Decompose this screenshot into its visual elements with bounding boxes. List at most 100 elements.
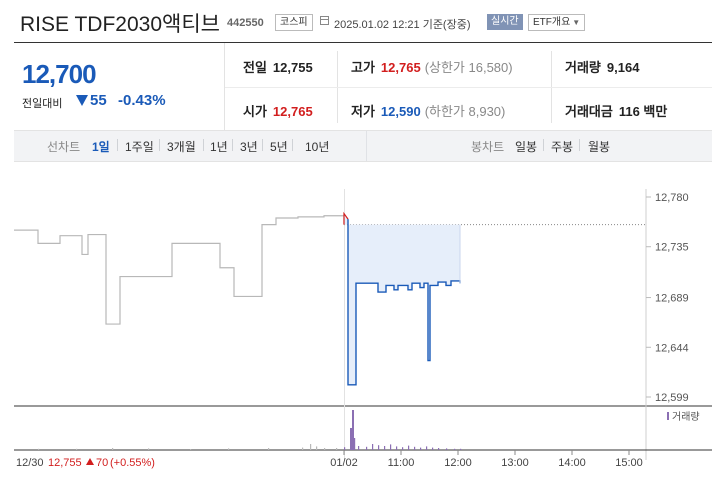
price-change-percent: -0.43% bbox=[118, 92, 166, 109]
amount-label: 거래대금 bbox=[565, 104, 613, 119]
separator bbox=[543, 139, 544, 151]
y-tick-label: 12,735 bbox=[655, 242, 689, 254]
separator bbox=[232, 139, 233, 151]
prev-close-value: 12,755 bbox=[272, 60, 313, 75]
current-price-panel: 12,700 전일대비 55 -0.43% bbox=[14, 43, 225, 131]
volume-bar bbox=[446, 448, 448, 450]
volume-bar bbox=[344, 447, 346, 450]
quote-summary-grid: 전일 12,755 시가 12,765 고가 12,765 (상한가 16,580) 저… bbox=[225, 43, 712, 131]
volume-bar bbox=[390, 444, 392, 450]
change-label: 전일대비 bbox=[22, 98, 63, 110]
volume-bar bbox=[414, 446, 416, 450]
y-axis: 12,780 12,735 12,689 12,644 12,599 bbox=[645, 189, 689, 460]
price-plot-area bbox=[14, 189, 712, 460]
today-up-segment bbox=[343, 211, 349, 225]
volume-bar bbox=[396, 446, 398, 450]
realtime-button[interactable]: 실시간 bbox=[487, 14, 523, 30]
row-divider bbox=[225, 87, 712, 88]
candle-daily[interactable]: 일봉 bbox=[515, 140, 538, 154]
previous-days-series bbox=[14, 215, 345, 325]
toolbar-divider bbox=[366, 131, 367, 161]
period-5y[interactable]: 5년 bbox=[270, 140, 288, 154]
stock-header: RISE TDF2030액티브 442550 코스피 2025.01.02 12… bbox=[0, 0, 712, 42]
volume-bar bbox=[408, 445, 410, 450]
candle-monthly[interactable]: 월봉 bbox=[588, 140, 611, 154]
intraday-price-chart[interactable]: 12,780 12,735 12,689 12,644 12,599 거래량 01/02… bbox=[0, 160, 712, 484]
separator bbox=[579, 139, 580, 151]
prev-close-cell: 전일 12,755 bbox=[243, 57, 313, 76]
price-change-value: 55 bbox=[90, 92, 107, 109]
x-tick-label: 13:00 bbox=[501, 457, 529, 469]
volume-bar bbox=[460, 448, 462, 450]
low-value: 12,590 bbox=[380, 104, 421, 119]
volume-bar bbox=[454, 448, 456, 450]
prev-day-price: 12,755 bbox=[48, 457, 82, 469]
volume-bar bbox=[310, 444, 312, 450]
up-triangle-icon bbox=[86, 458, 94, 465]
open-label: 시가 bbox=[243, 104, 267, 119]
y-tick-label: 12,599 bbox=[655, 392, 689, 404]
stock-code: 442550 bbox=[227, 17, 264, 29]
separator bbox=[159, 139, 160, 151]
market-badge: 코스피 bbox=[275, 14, 313, 31]
x-tick-label: 11:00 bbox=[388, 457, 415, 469]
period-3y[interactable]: 3년 bbox=[240, 140, 258, 154]
period-1d[interactable]: 1일 bbox=[92, 140, 110, 154]
volume-bar bbox=[324, 448, 326, 450]
volume-bar bbox=[148, 448, 150, 450]
line-chart-label: 선차트 bbox=[47, 140, 81, 154]
upper-limit: (상한가 16,580) bbox=[424, 60, 513, 75]
volume-bar bbox=[354, 438, 356, 450]
volume-bar bbox=[378, 445, 380, 450]
volume-bar bbox=[112, 448, 114, 450]
volume-bar bbox=[384, 446, 386, 450]
high-cell: 고가 12,765 (상한가 16,580) bbox=[351, 57, 513, 76]
volume-bar bbox=[190, 449, 192, 450]
today-fill-area bbox=[344, 213, 460, 385]
separator bbox=[262, 139, 263, 151]
volume-cell: 거래량 9,164 bbox=[565, 57, 639, 76]
current-price: 12,700 bbox=[22, 59, 97, 89]
x-tick-label: 12:00 bbox=[444, 457, 472, 469]
volume-bar bbox=[350, 428, 352, 450]
open-value: 12,765 bbox=[272, 104, 313, 119]
x-tick-label: 14:00 bbox=[558, 457, 586, 469]
stock-title: RISE TDF2030액티브 bbox=[20, 13, 220, 36]
candle-chart-label: 봉차트 bbox=[471, 140, 505, 154]
separator bbox=[203, 139, 204, 151]
y-tick-label: 12,780 bbox=[655, 192, 689, 204]
separator bbox=[117, 139, 118, 151]
volume-bar bbox=[352, 410, 354, 450]
volume-plot-area: 거래량 bbox=[14, 410, 712, 451]
volume-bar bbox=[426, 446, 428, 450]
volume-bar bbox=[372, 444, 374, 450]
period-1w[interactable]: 1주일 bbox=[125, 140, 154, 154]
volume-bar bbox=[402, 447, 404, 450]
x-tick-label: 01/02 bbox=[330, 457, 358, 469]
y-tick-label: 12,644 bbox=[655, 342, 689, 354]
x-tick-label: 15:00 bbox=[615, 457, 643, 469]
prev-day-date: 12/30 bbox=[16, 457, 44, 469]
today-series bbox=[347, 219, 461, 386]
volume-bar bbox=[228, 448, 230, 450]
chart-toolbar: 선차트 1일 1주일 3개월 1년 3년 5년 10년 봉차트 일봉 주봉 월봉 bbox=[14, 130, 712, 162]
amount-value: 116 백만 bbox=[618, 104, 668, 119]
volume-bar bbox=[76, 448, 78, 450]
down-triangle-icon bbox=[76, 95, 88, 106]
etf-overview-dropdown[interactable]: ETF개요 ▼ bbox=[528, 14, 586, 31]
volume-bar bbox=[336, 448, 338, 450]
etf-overview-label: ETF개요 bbox=[533, 17, 571, 28]
volume-bar bbox=[38, 448, 40, 450]
candle-weekly[interactable]: 주봉 bbox=[551, 140, 574, 154]
period-3m[interactable]: 3개월 bbox=[167, 140, 196, 154]
y-tick-label: 12,689 bbox=[655, 293, 689, 305]
volume-bar bbox=[366, 446, 368, 450]
volume-bar bbox=[268, 448, 270, 450]
x-axis: 01/02 11:00 12:00 13:00 14:00 15:00 12/30 12,75… bbox=[16, 450, 643, 469]
period-1y[interactable]: 1년 bbox=[210, 140, 228, 154]
high-value: 12,765 bbox=[380, 60, 421, 75]
period-10y[interactable]: 10년 bbox=[305, 140, 330, 154]
price-change: 55 bbox=[76, 92, 107, 109]
volume-bar bbox=[302, 447, 304, 450]
prev-close-label: 전일 bbox=[243, 60, 267, 75]
